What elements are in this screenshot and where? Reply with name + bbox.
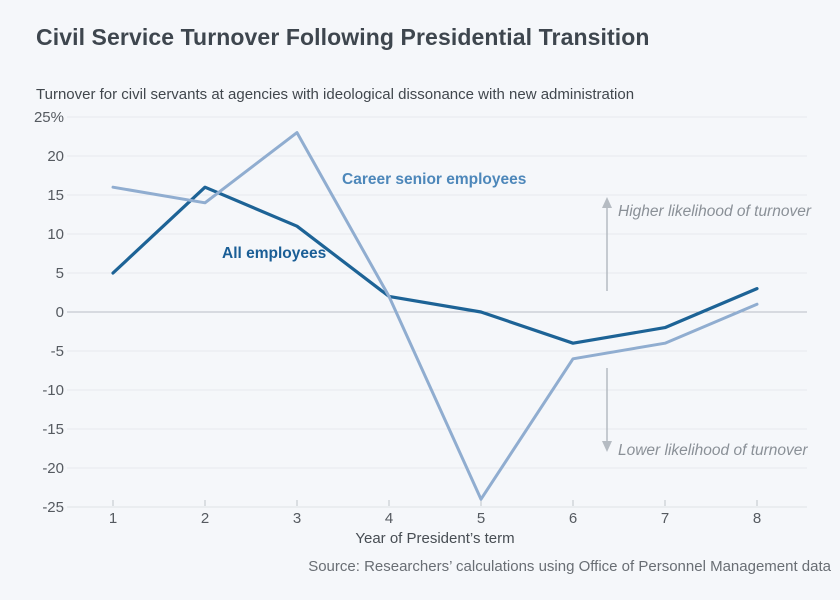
annotation-higher-turnover: Higher likelihood of turnover — [618, 203, 812, 220]
y-tick-label: -15 — [42, 421, 64, 438]
y-tick-label: -10 — [42, 382, 64, 399]
x-tick-label: 7 — [661, 510, 669, 527]
down-arrowhead-icon — [602, 441, 612, 452]
x-tick-label: 2 — [201, 510, 209, 527]
x-tick-label: 8 — [753, 510, 761, 527]
x-axis-label: Year of President’s term — [355, 530, 514, 547]
source-note: Source: Researchers’ calculations using … — [308, 558, 831, 575]
y-tick-label: 10 — [47, 226, 64, 243]
x-tick-label: 3 — [293, 510, 301, 527]
chart-subtitle: Turnover for civil servants at agencies … — [36, 86, 635, 103]
annotation-lower-turnover: Lower likelihood of turnover — [618, 442, 808, 459]
y-tick-label: -5 — [51, 343, 64, 360]
x-tick-label: 5 — [477, 510, 485, 527]
chart-title: Civil Service Turnover Following Preside… — [36, 24, 650, 50]
y-tick-label: 25% — [34, 109, 64, 126]
series-label-all-employees: All employees — [222, 245, 326, 262]
x-tick-label: 6 — [569, 510, 577, 527]
series-layer — [111, 131, 759, 501]
y-tick-label: 5 — [56, 265, 64, 282]
y-tick-label: 20 — [47, 148, 64, 165]
series-line-career-senior-employees — [111, 131, 759, 501]
y-tick-label: -25 — [42, 499, 64, 516]
series-label-career-senior-employees: Career senior employees — [342, 171, 526, 188]
x-tick-label: 1 — [109, 510, 117, 527]
grid-layer — [67, 116, 807, 508]
y-tick-label: 0 — [56, 304, 64, 321]
y-tick-label: 15 — [47, 187, 64, 204]
x-tick-label: 4 — [385, 510, 393, 527]
tick-layer: 25% 20 15 10 5 0 -5 -10 -15 -20 -25 1 2 3 4 5 6 7 8 — [34, 109, 761, 527]
y-tick-label: -20 — [42, 460, 64, 477]
series-line-all-employees — [111, 185, 759, 345]
up-arrowhead-icon — [602, 197, 612, 208]
